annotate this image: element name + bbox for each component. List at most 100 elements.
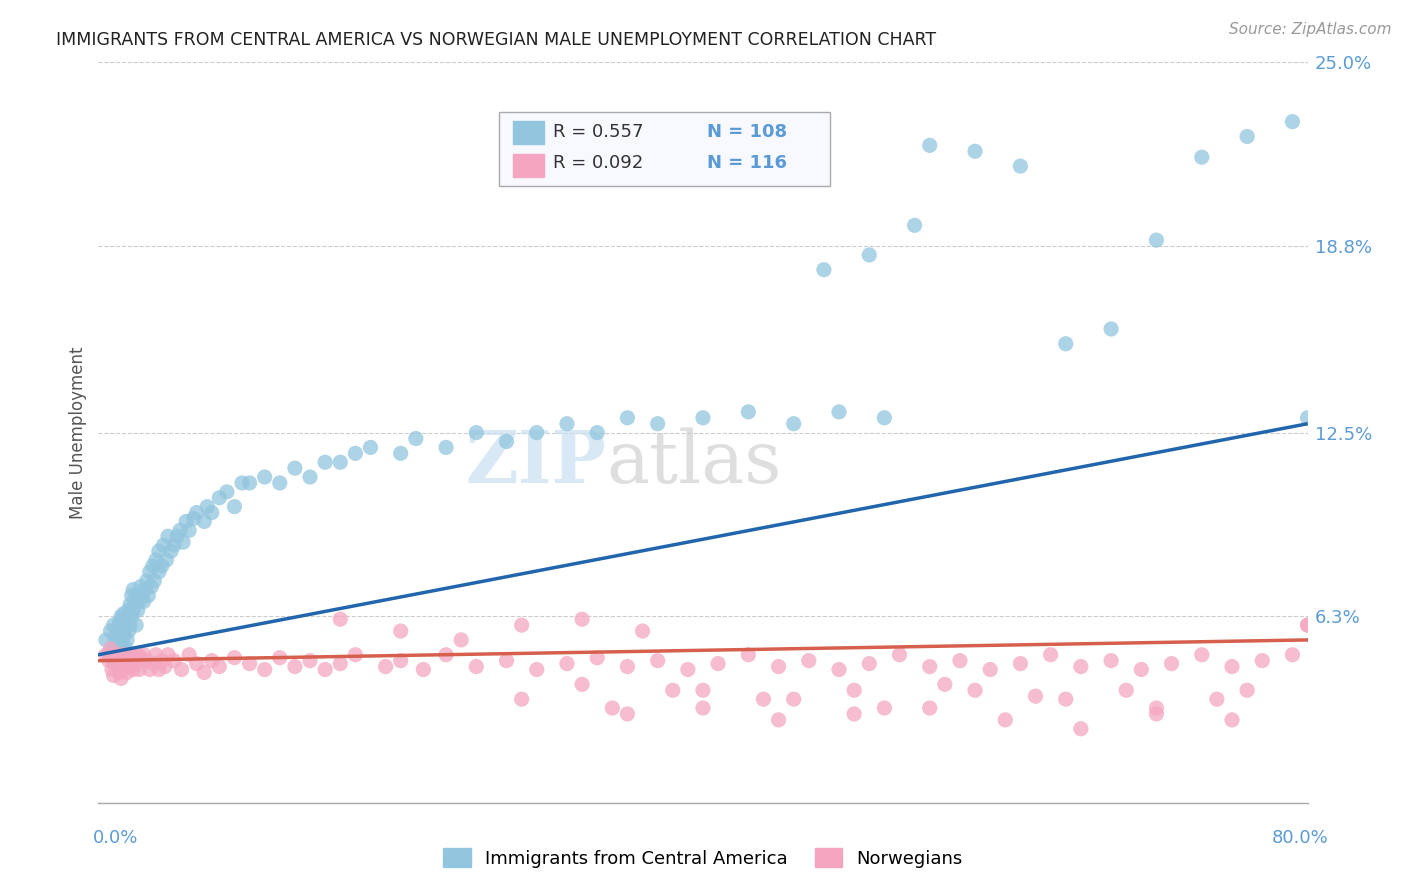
Point (314, 663, 336, 677)
Point (405, 432, 427, 446)
Point (193, 515, 215, 529)
Point (148, 663, 170, 677)
Point (329, 455, 352, 469)
Point (163, 654, 186, 668)
Point (797, 654, 820, 668)
Point (186, 657, 208, 671)
Point (108, 665, 131, 680)
Point (105, 627, 128, 641)
Point (135, 654, 157, 668)
Point (1236, 683, 1258, 698)
Point (1099, 322, 1122, 336)
Point (105, 639, 128, 653)
Point (125, 618, 148, 632)
Point (112, 627, 135, 641)
Point (873, 410, 896, 425)
Point (526, 663, 548, 677)
Point (124, 650, 146, 665)
Point (314, 455, 336, 469)
Point (145, 553, 167, 567)
Point (121, 589, 143, 603)
Point (329, 657, 352, 671)
Point (676, 663, 699, 677)
Point (1296, 618, 1319, 632)
Point (1070, 722, 1092, 736)
Point (195, 500, 218, 514)
Point (979, 663, 1001, 677)
Point (1039, 648, 1062, 662)
Point (145, 648, 167, 662)
Point (1010, 159, 1032, 173)
Point (115, 665, 138, 680)
Point (495, 434, 517, 449)
Point (103, 648, 125, 662)
Point (139, 663, 162, 677)
Point (571, 677, 593, 691)
Point (889, 648, 911, 662)
Point (128, 594, 150, 608)
Point (647, 417, 669, 431)
Point (111, 612, 134, 626)
Point (934, 677, 956, 691)
Point (114, 618, 136, 632)
Point (172, 535, 194, 549)
Point (100, 624, 122, 638)
Point (602, 701, 624, 715)
Point (692, 410, 714, 425)
Point (828, 405, 851, 419)
Point (153, 659, 176, 673)
Point (299, 654, 322, 668)
Point (616, 706, 638, 721)
Point (94, 648, 117, 662)
Point (239, 657, 262, 671)
Point (526, 425, 548, 440)
Point (120, 598, 142, 612)
Point (994, 713, 1017, 727)
Point (125, 589, 148, 603)
Point (904, 219, 927, 233)
Point (103, 641, 125, 656)
Point (768, 659, 790, 673)
Point (586, 425, 609, 440)
Point (844, 706, 866, 721)
Point (142, 558, 165, 573)
Point (122, 663, 145, 677)
Point (124, 594, 146, 608)
Point (104, 654, 127, 668)
Text: R = 0.092: R = 0.092 (553, 154, 643, 172)
Point (783, 417, 806, 431)
Point (374, 659, 396, 673)
Point (110, 648, 132, 662)
Point (918, 701, 941, 715)
Point (858, 248, 880, 262)
Point (571, 612, 593, 626)
Point (129, 580, 152, 594)
Point (495, 654, 517, 668)
Point (114, 641, 136, 656)
Point (183, 511, 205, 525)
Point (1160, 657, 1182, 671)
Point (873, 701, 896, 715)
Point (344, 648, 367, 662)
Point (631, 624, 654, 638)
Point (118, 603, 141, 617)
Point (107, 630, 129, 644)
Point (115, 632, 138, 647)
Point (129, 650, 152, 665)
Point (389, 624, 412, 638)
Point (131, 589, 153, 603)
Text: 0.0%: 0.0% (93, 829, 138, 847)
Point (152, 538, 174, 552)
Point (136, 589, 159, 603)
Point (156, 529, 179, 543)
Point (1220, 713, 1243, 727)
Point (360, 441, 382, 455)
Text: Source: ZipAtlas.com: Source: ZipAtlas.com (1229, 22, 1392, 37)
Point (329, 612, 352, 626)
Point (148, 565, 170, 579)
Point (132, 594, 155, 608)
Point (965, 145, 987, 159)
Point (949, 654, 972, 668)
Point (110, 609, 132, 624)
Point (142, 657, 165, 671)
